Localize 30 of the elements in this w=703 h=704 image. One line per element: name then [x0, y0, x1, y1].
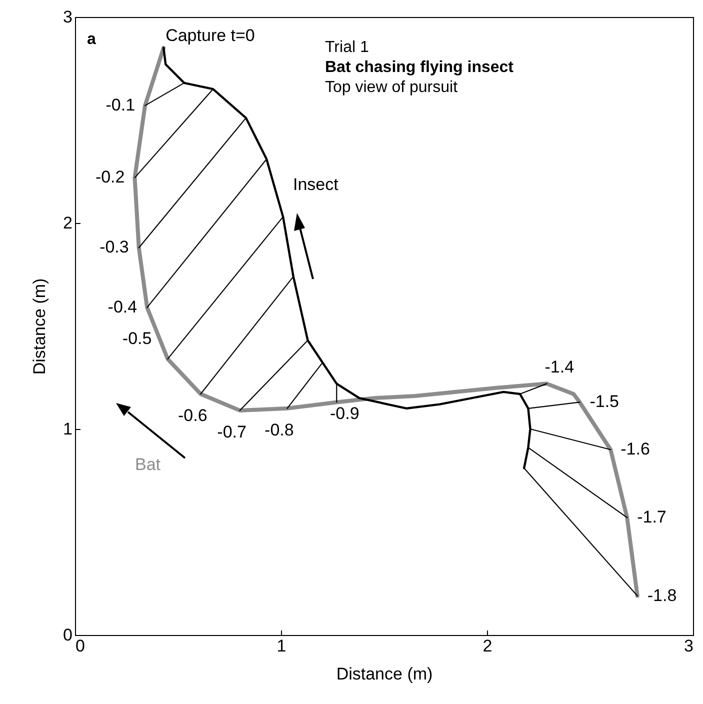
annotation: -0.9 [330, 404, 360, 424]
x-tick-label: 2 [482, 636, 492, 656]
y-axis-title: Distance (m) [30, 278, 50, 375]
x-tick-label: 1 [276, 636, 286, 656]
annotation: -1.5 [590, 392, 619, 412]
annotation: -1.8 [647, 586, 677, 605]
annotation: -0.6 [178, 406, 208, 425]
series-label: Insect [293, 175, 339, 194]
annotation: -0.2 [95, 168, 125, 187]
y-tick-label: 3 [63, 8, 72, 26]
annotation: Capture t=0 [166, 26, 255, 45]
annotation: -0.7 [217, 422, 246, 442]
annotation: -0.5 [122, 328, 152, 348]
annotation: -0.8 [264, 420, 294, 440]
x-axis-title: Distance (m) [336, 664, 433, 684]
annotation: Trial 1 [325, 39, 369, 56]
annotation: -1.7 [637, 508, 666, 527]
annotation: -0.3 [100, 238, 129, 257]
y-tick-label: 1 [63, 420, 72, 438]
annotation: a [87, 31, 96, 48]
text: Bat [135, 455, 161, 474]
annotation: Top view of pursuit [325, 79, 458, 96]
y-tick-label: 2 [63, 214, 72, 232]
annotation: Bat chasing flying insect [325, 59, 514, 76]
annotation: -0.4 [108, 297, 138, 316]
annotation: -0.1 [106, 96, 136, 115]
x-tick-label: 0 [76, 636, 85, 656]
x-tick-label: 3 [684, 636, 694, 656]
annotation: -1.6 [620, 440, 650, 459]
annotation: -1.4 [544, 358, 574, 377]
